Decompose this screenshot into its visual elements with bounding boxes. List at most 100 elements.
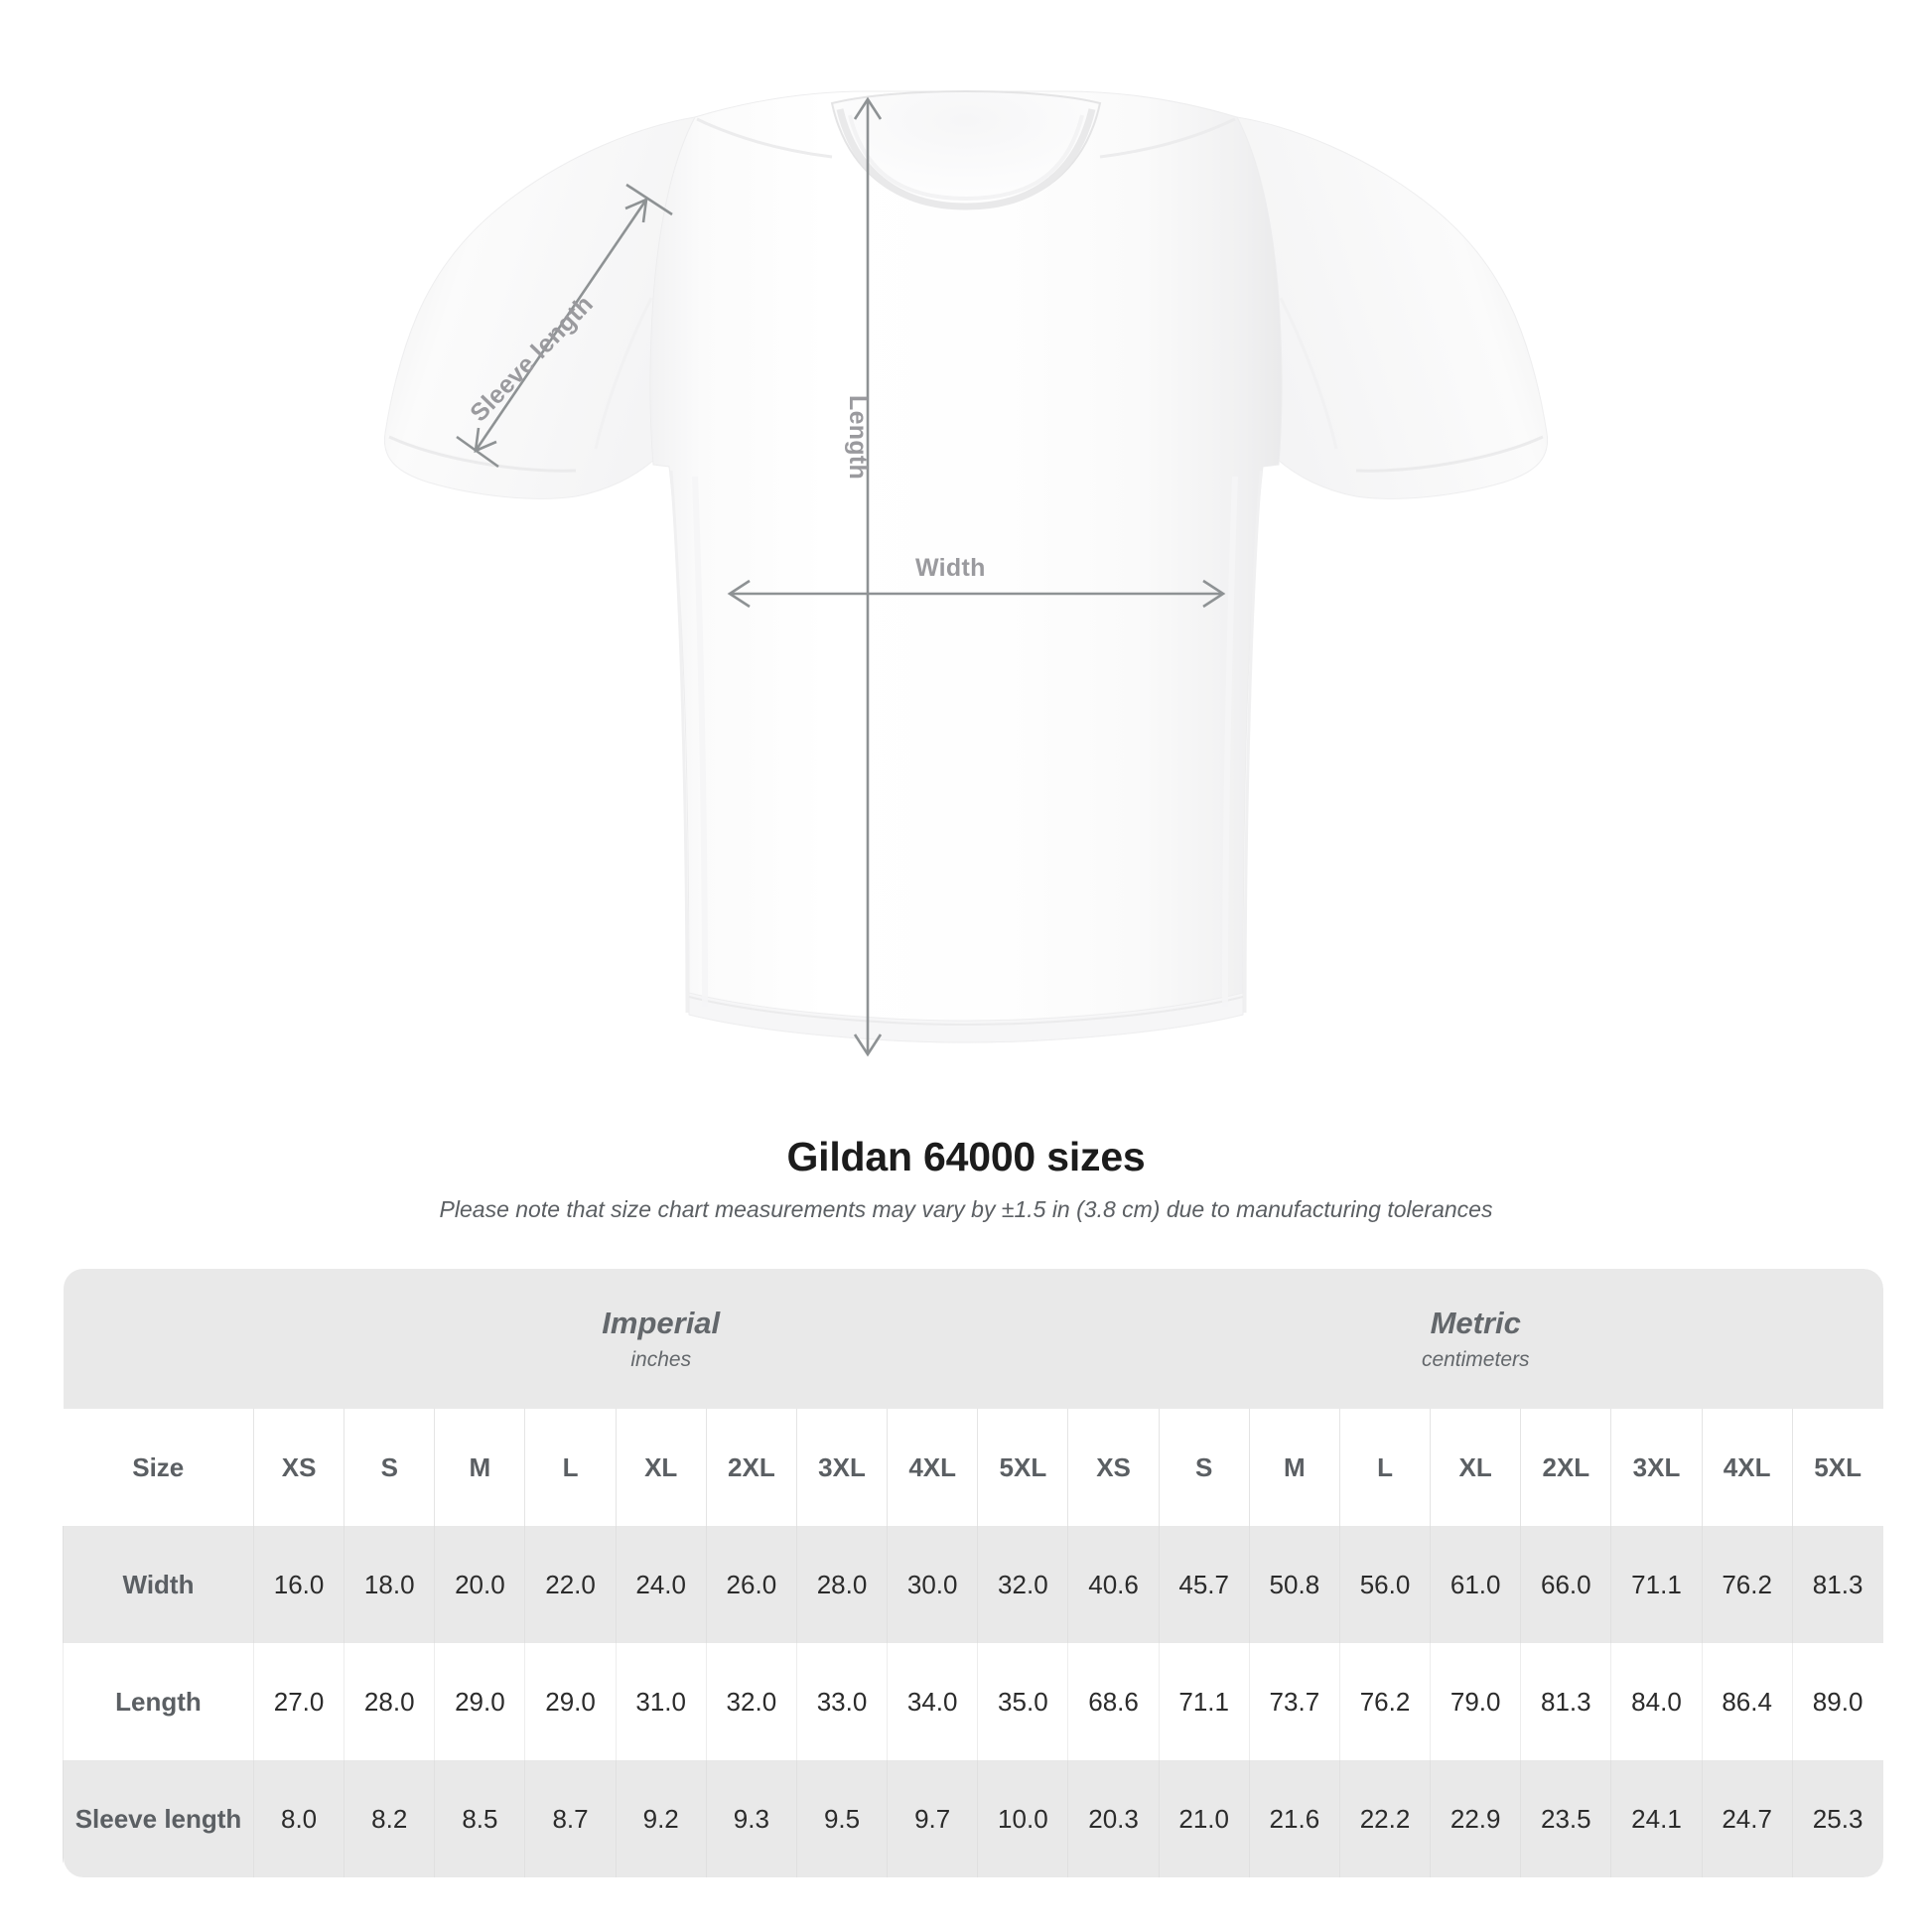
cell-imperial: 28.0 xyxy=(795,1526,888,1643)
cell-imperial: 30.0 xyxy=(887,1526,978,1643)
cell-imperial: 9.2 xyxy=(615,1760,707,1877)
width-dimension-label: Width xyxy=(915,554,986,582)
cell-imperial: 22.0 xyxy=(524,1526,617,1643)
cell-metric: 21.0 xyxy=(1158,1760,1250,1877)
size-header-metric-5xl: 5XL xyxy=(1791,1409,1883,1526)
size-header-imperial-xs: XS xyxy=(252,1409,345,1526)
size-header-imperial-5xl: 5XL xyxy=(977,1409,1068,1526)
size-header-metric-xl: XL xyxy=(1430,1409,1521,1526)
row-label-width: Width xyxy=(63,1526,254,1643)
size-header-imperial-xl: XL xyxy=(615,1409,707,1526)
unit-group-metric: Metric centimeters xyxy=(1067,1269,1883,1409)
cell-imperial: 9.5 xyxy=(795,1760,888,1877)
size-header-metric-l: L xyxy=(1338,1409,1431,1526)
cell-imperial: 34.0 xyxy=(887,1643,978,1760)
cell-metric: 24.1 xyxy=(1610,1760,1703,1877)
unit-group-unit: inches xyxy=(630,1347,692,1371)
cell-imperial: 18.0 xyxy=(344,1526,435,1643)
cell-metric: 71.1 xyxy=(1158,1643,1250,1760)
cell-metric: 21.6 xyxy=(1248,1760,1340,1877)
cell-imperial: 8.0 xyxy=(252,1760,345,1877)
cell-metric: 68.6 xyxy=(1067,1643,1160,1760)
cell-imperial: 9.3 xyxy=(705,1760,797,1877)
cell-metric: 23.5 xyxy=(1520,1760,1611,1877)
size-header-imperial-s: S xyxy=(344,1409,435,1526)
table-corner-cell xyxy=(63,1269,254,1409)
cell-imperial: 26.0 xyxy=(705,1526,797,1643)
size-header-metric-m: M xyxy=(1248,1409,1340,1526)
row-label-sleeve-length: Sleeve length xyxy=(63,1760,254,1877)
cell-metric: 81.3 xyxy=(1791,1526,1883,1643)
unit-group-header-row: Imperial inches Metric centimeters xyxy=(63,1269,1883,1409)
table-row: Sleeve length 8.0 8.2 8.5 8.7 9.2 9.3 9.5 9.7 10.… xyxy=(63,1760,1883,1877)
chart-heading: Gildan 64000 sizes Please note that size… xyxy=(0,1134,1932,1224)
size-header-imperial-2xl: 2XL xyxy=(705,1409,797,1526)
page-title: Gildan 64000 sizes xyxy=(786,1134,1146,1179)
cell-metric: 73.7 xyxy=(1248,1643,1340,1760)
table-row: Length 27.0 28.0 29.0 29.0 31.0 32.0 33.0 34.0 35… xyxy=(63,1643,1883,1760)
size-header-imperial-4xl: 4XL xyxy=(887,1409,978,1526)
size-header-label: Size xyxy=(63,1409,254,1526)
cell-imperial: 8.2 xyxy=(344,1760,435,1877)
cell-metric: 24.7 xyxy=(1701,1760,1793,1877)
cell-imperial: 8.5 xyxy=(434,1760,525,1877)
size-chart-table: Imperial inches Metric centimeters Size XS S M L… xyxy=(63,1269,1883,1877)
size-header-row: Size XS S M L XL 2XL 3XL 4XL 5XL XS S M L XL 2XL 3XL 4XL 5… xyxy=(63,1409,1883,1526)
tolerance-note: Please note that size chart measurements… xyxy=(439,1196,1493,1223)
cell-metric: 22.9 xyxy=(1430,1760,1521,1877)
unit-group-imperial: Imperial inches xyxy=(253,1269,1068,1409)
size-header-imperial-l: L xyxy=(524,1409,617,1526)
table-row: Width 16.0 18.0 20.0 22.0 24.0 26.0 28.0 30.0 32.… xyxy=(63,1526,1883,1643)
width-dimension-line xyxy=(727,579,1226,609)
cell-metric: 71.1 xyxy=(1610,1526,1703,1643)
cell-imperial: 10.0 xyxy=(977,1760,1068,1877)
cell-imperial: 31.0 xyxy=(615,1643,707,1760)
cell-imperial: 32.0 xyxy=(705,1643,797,1760)
size-header-metric-4xl: 4XL xyxy=(1701,1409,1793,1526)
cell-metric: 89.0 xyxy=(1791,1643,1883,1760)
cell-metric: 50.8 xyxy=(1248,1526,1340,1643)
length-dimension-line xyxy=(853,96,883,1057)
length-dimension-label: Length xyxy=(844,395,872,481)
cell-metric: 76.2 xyxy=(1338,1643,1431,1760)
cell-imperial: 27.0 xyxy=(252,1643,345,1760)
cell-metric: 84.0 xyxy=(1610,1643,1703,1760)
size-header-metric-s: S xyxy=(1158,1409,1250,1526)
cell-imperial: 8.7 xyxy=(524,1760,617,1877)
cell-imperial: 33.0 xyxy=(795,1643,888,1760)
unit-group-name: Metric xyxy=(1430,1306,1521,1341)
cell-metric: 61.0 xyxy=(1430,1526,1521,1643)
tshirt-illustration xyxy=(383,89,1549,1057)
cell-imperial: 9.7 xyxy=(887,1760,978,1877)
cell-metric: 22.2 xyxy=(1338,1760,1431,1877)
cell-metric: 45.7 xyxy=(1158,1526,1250,1643)
cell-imperial: 32.0 xyxy=(977,1526,1068,1643)
cell-metric: 76.2 xyxy=(1701,1526,1793,1643)
cell-metric: 56.0 xyxy=(1338,1526,1431,1643)
cell-metric: 40.6 xyxy=(1067,1526,1160,1643)
cell-imperial: 24.0 xyxy=(615,1526,707,1643)
cell-metric: 20.3 xyxy=(1067,1760,1160,1877)
sleeve-length-dimension-line xyxy=(456,183,673,469)
size-table-container: Imperial inches Metric centimeters Size XS S M L… xyxy=(63,1269,1883,1877)
size-header-metric-3xl: 3XL xyxy=(1610,1409,1703,1526)
cell-metric: 66.0 xyxy=(1520,1526,1611,1643)
cell-imperial: 20.0 xyxy=(434,1526,525,1643)
size-header-metric-xs: XS xyxy=(1067,1409,1160,1526)
cell-imperial: 16.0 xyxy=(252,1526,345,1643)
tshirt-diagram: Width Length Sleeve length xyxy=(383,89,1549,1057)
size-header-imperial-m: M xyxy=(434,1409,525,1526)
cell-metric: 81.3 xyxy=(1520,1643,1611,1760)
cell-metric: 79.0 xyxy=(1430,1643,1521,1760)
cell-imperial: 29.0 xyxy=(524,1643,617,1760)
cell-imperial: 29.0 xyxy=(434,1643,525,1760)
cell-imperial: 28.0 xyxy=(344,1643,435,1760)
size-header-metric-2xl: 2XL xyxy=(1520,1409,1611,1526)
cell-metric: 86.4 xyxy=(1701,1643,1793,1760)
unit-group-unit: centimeters xyxy=(1421,1347,1530,1371)
cell-imperial: 35.0 xyxy=(977,1643,1068,1760)
cell-metric: 25.3 xyxy=(1791,1760,1883,1877)
row-label-length: Length xyxy=(63,1643,254,1760)
size-header-imperial-3xl: 3XL xyxy=(795,1409,888,1526)
